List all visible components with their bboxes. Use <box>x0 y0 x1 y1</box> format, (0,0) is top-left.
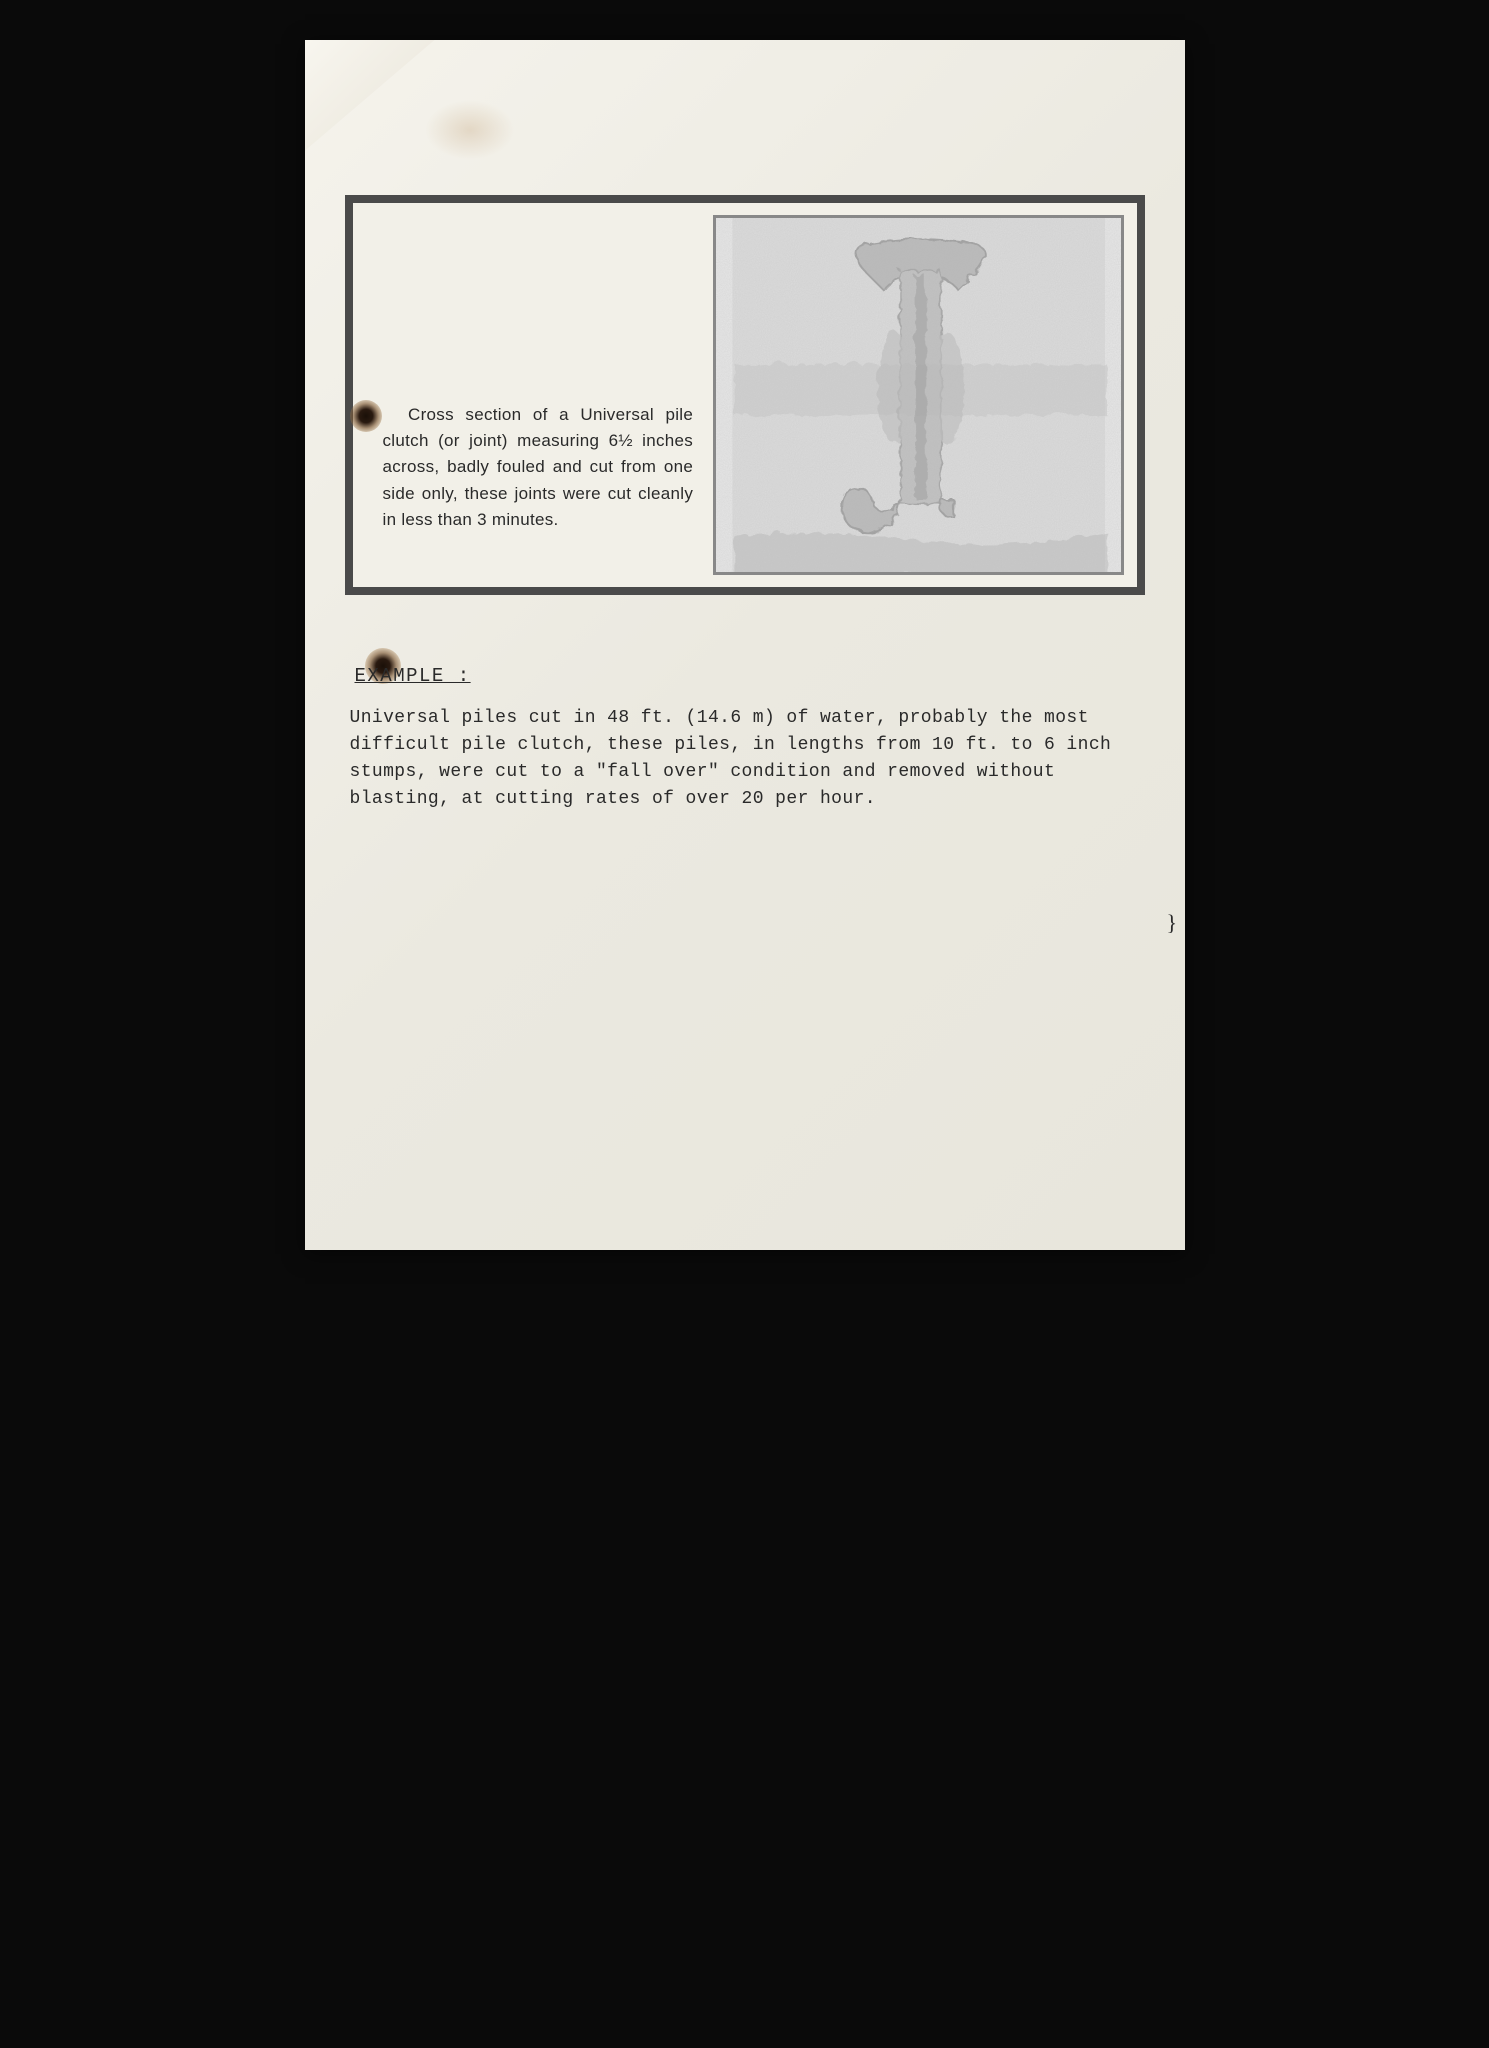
example-heading: EXAMPLE : <box>355 665 1115 687</box>
paper-stain <box>425 100 515 160</box>
burn-hole <box>350 400 382 432</box>
document-page: Cross section of a Universal pile clutch… <box>305 40 1185 1250</box>
cross-section-photo <box>713 215 1124 575</box>
figure-caption: Cross section of a Universal pile clutch… <box>383 402 694 534</box>
figure-box: Cross section of a Universal pile clutch… <box>345 195 1145 595</box>
figure-content: Cross section of a Universal pile clutch… <box>353 203 1137 587</box>
photo-area <box>713 203 1136 587</box>
edge-mark: } <box>1167 910 1179 934</box>
caption-area: Cross section of a Universal pile clutch… <box>353 203 714 587</box>
example-body: Universal piles cut in 48 ft. (14.6 m) o… <box>350 705 1115 813</box>
pile-clutch-illustration <box>716 218 1121 572</box>
example-section: EXAMPLE : Universal piles cut in 48 ft. … <box>350 665 1115 813</box>
